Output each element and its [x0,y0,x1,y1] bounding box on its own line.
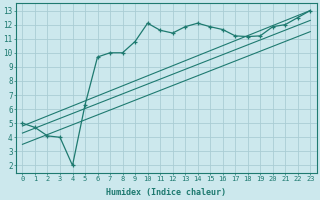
X-axis label: Humidex (Indice chaleur): Humidex (Indice chaleur) [106,188,226,197]
